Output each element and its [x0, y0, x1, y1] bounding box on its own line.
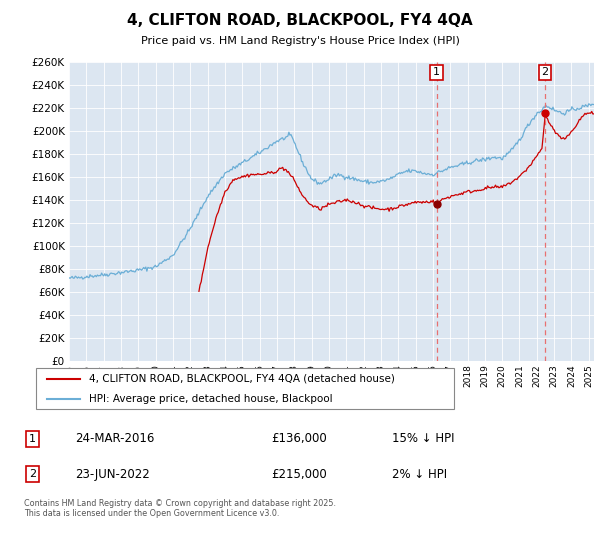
Text: Contains HM Land Registry data © Crown copyright and database right 2025.
This d: Contains HM Land Registry data © Crown c… [24, 498, 336, 518]
Text: £215,000: £215,000 [271, 468, 327, 480]
Text: 23-JUN-2022: 23-JUN-2022 [76, 468, 151, 480]
Text: 2: 2 [542, 67, 549, 77]
Text: HPI: Average price, detached house, Blackpool: HPI: Average price, detached house, Blac… [89, 394, 332, 404]
Text: Price paid vs. HM Land Registry's House Price Index (HPI): Price paid vs. HM Land Registry's House … [140, 36, 460, 46]
Text: 4, CLIFTON ROAD, BLACKPOOL, FY4 4QA (detached house): 4, CLIFTON ROAD, BLACKPOOL, FY4 4QA (det… [89, 374, 394, 384]
Text: 2% ↓ HPI: 2% ↓ HPI [392, 468, 448, 480]
Text: 1: 1 [433, 67, 440, 77]
Text: 4, CLIFTON ROAD, BLACKPOOL, FY4 4QA: 4, CLIFTON ROAD, BLACKPOOL, FY4 4QA [127, 13, 473, 28]
Text: £136,000: £136,000 [271, 432, 327, 445]
Text: 1: 1 [29, 434, 36, 444]
Text: 24-MAR-2016: 24-MAR-2016 [76, 432, 155, 445]
Bar [35, 368, 454, 409]
Text: 2: 2 [29, 469, 36, 479]
Text: 15% ↓ HPI: 15% ↓ HPI [392, 432, 455, 445]
